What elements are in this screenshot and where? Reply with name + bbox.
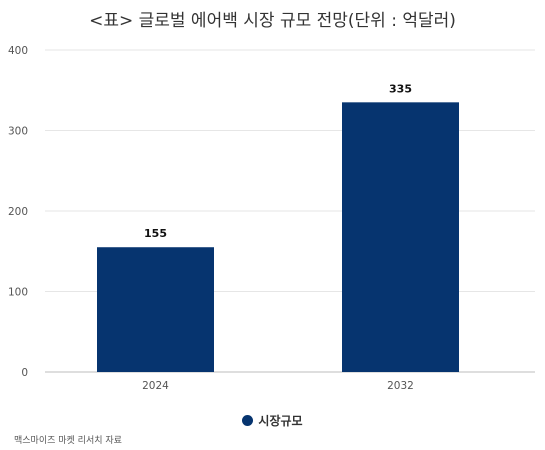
legend-label: 시장규모	[258, 414, 303, 428]
y-tick-label: 0	[21, 367, 28, 379]
chart-title: <표> 글로벌 에어백 시장 규모 전망(단위 : 억달러)	[89, 11, 456, 31]
legend-swatch-icon	[242, 415, 254, 426]
x-axis-ticks: 2024 2032	[142, 380, 414, 392]
data-label: 335	[389, 82, 412, 95]
bar	[342, 102, 459, 372]
y-tick-label: 200	[8, 206, 28, 218]
data-label: 155	[144, 227, 167, 240]
x-tick-label: 2024	[142, 380, 169, 392]
y-tick-label: 100	[8, 287, 28, 299]
legend: 시장규모	[0, 413, 545, 429]
y-tick-label: 400	[8, 45, 28, 57]
data-labels: 155 335	[144, 82, 412, 240]
source-note: 맥스마이즈 마켓 리서치 자료	[14, 436, 122, 446]
bars	[97, 102, 459, 372]
y-tick-label: 300	[8, 126, 28, 138]
bar	[97, 247, 214, 372]
y-axis-ticks: 0 100 200 300 400	[8, 45, 28, 379]
x-tick-label: 2032	[387, 380, 414, 392]
